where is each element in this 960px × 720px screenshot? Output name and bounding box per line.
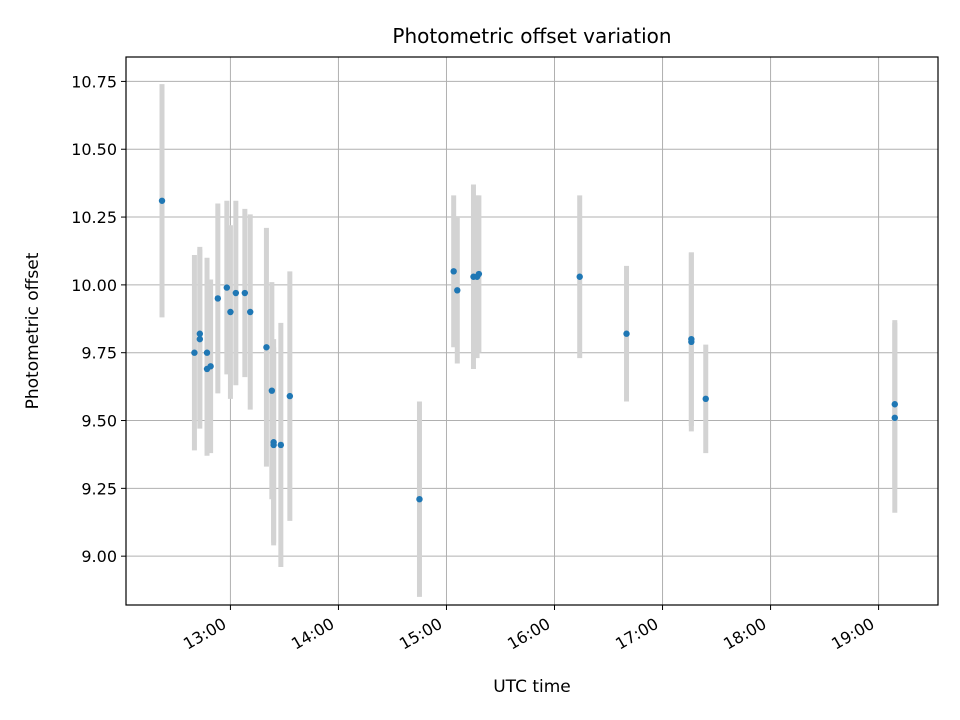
data-point: [158, 197, 166, 204]
data-point: [688, 335, 695, 343]
x-axis-label: UTC time: [493, 677, 571, 697]
y-axis-label: Photometric offset: [23, 252, 43, 409]
data-point: [270, 441, 277, 449]
y-tick-label: 9.00: [81, 547, 117, 566]
y-tick-label: 10.25: [71, 208, 117, 227]
grid: [126, 57, 938, 605]
data-point: [223, 284, 231, 291]
y-tick-label: 9.25: [81, 479, 117, 498]
data-point: [702, 395, 709, 403]
data-point: [891, 414, 898, 422]
data-points: [158, 197, 898, 503]
data-point: [450, 268, 457, 275]
data-point: [286, 392, 294, 400]
data-point: [232, 289, 240, 297]
data-point: [416, 495, 423, 503]
data-point: [454, 287, 461, 294]
data-point: [203, 349, 211, 356]
data-point: [576, 273, 583, 280]
data-point: [196, 335, 204, 343]
y-tick-label: 10.50: [71, 140, 117, 159]
data-point: [196, 330, 204, 337]
axis-ticks: 13:00 14:00 15:00 16:00 17:00 18:00 19:009.009…: [71, 72, 880, 654]
data-point: [891, 401, 898, 408]
chart-title: Photometric offset variation: [392, 24, 671, 48]
data-point: [277, 441, 285, 449]
data-point: [247, 308, 254, 316]
data-point: [207, 363, 214, 370]
y-tick-label: 9.75: [81, 344, 117, 363]
data-point: [191, 349, 198, 356]
data-point: [475, 270, 483, 278]
plot-frame: [125, 56, 939, 606]
data-point: [227, 308, 234, 316]
data-point: [268, 387, 276, 394]
data-point: [241, 289, 249, 297]
data-point: [214, 295, 222, 302]
data-point: [623, 330, 630, 337]
y-tick-label: 10.00: [71, 276, 117, 295]
y-tick-label: 10.75: [71, 72, 117, 91]
data-point: [263, 344, 270, 351]
y-tick-label: 9.50: [81, 412, 117, 431]
